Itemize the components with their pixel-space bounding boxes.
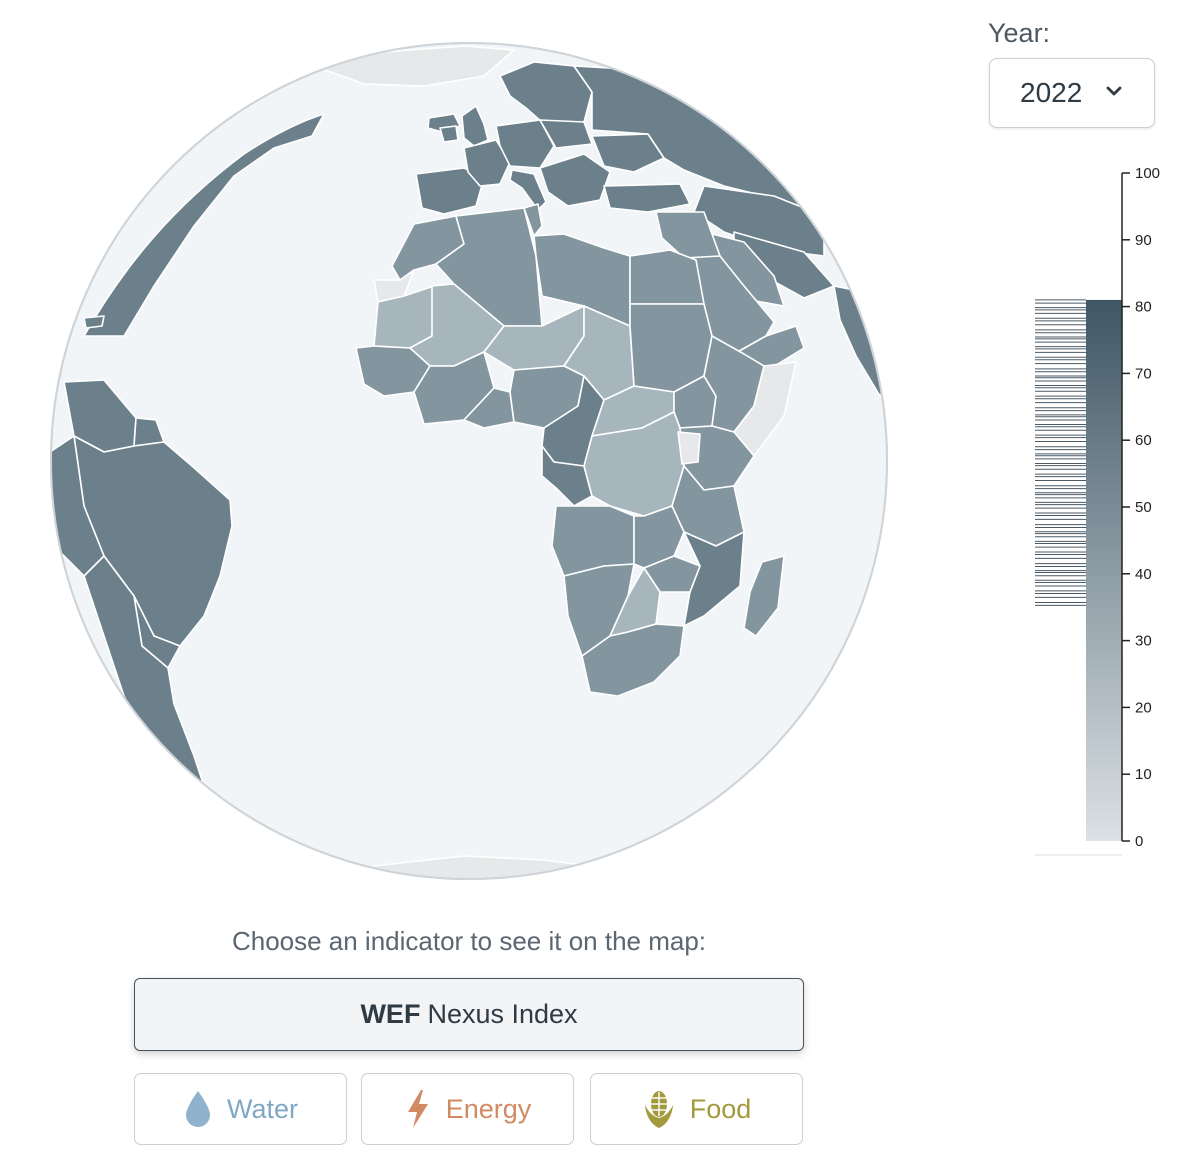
country-balkans[interactable] [539,153,611,207]
country-ukraine[interactable] [591,133,665,173]
country-burkina-ivory-coast[interactable] [413,351,495,425]
water-drop-icon [185,1091,210,1127]
country-france[interactable] [463,139,511,187]
country-turkey[interactable] [603,183,691,213]
country-egypt[interactable] [629,249,705,305]
country-uganda[interactable] [677,431,701,465]
legend-tick-label: 90 [1135,232,1152,249]
legend-distribution [1035,299,1086,606]
country-iraq-syria[interactable] [655,211,721,259]
legend-tick-label: 10 [1135,766,1152,783]
water-button[interactable]: Water [134,1073,347,1145]
indicator-prompt: Choose an indicator to see it on the map… [231,926,707,956]
legend-tick-label: 70 [1135,365,1152,382]
legend-tick-label: 30 [1135,633,1152,650]
country-ireland[interactable] [439,125,459,143]
globe-map[interactable] [44,36,894,886]
year-value: 2022 [1020,77,1083,108]
energy-button[interactable]: Energy [361,1073,574,1145]
legend-tick-label: 80 [1135,299,1152,316]
food-button[interactable]: Food [590,1073,803,1145]
country-spain-portugal[interactable] [415,167,485,215]
lightning-icon [407,1090,428,1128]
country-madagascar[interactable] [743,555,785,637]
legend-tick-label: 20 [1135,699,1152,716]
nexus-index-label: Nexus Index [427,999,578,1029]
energy-label: Energy [445,1093,532,1124]
country-western-sahara[interactable] [373,269,415,303]
country-tunisia[interactable] [523,203,543,237]
country-cuba[interactable] [83,315,105,329]
country-united-kingdom[interactable] [461,105,489,147]
legend-tick-label: 100 [1135,165,1160,182]
year-label: Year: [988,18,1051,48]
wef-label: WEF [360,999,421,1029]
year-select[interactable]: 2022 [989,58,1155,128]
legend-tick-label: 60 [1135,432,1152,449]
country-zambia[interactable] [633,505,685,569]
legend-gradient-bar [1086,299,1122,841]
country-gabon-congo[interactable] [541,445,593,507]
chevron-down-icon [1106,86,1122,96]
country-poland[interactable] [539,119,593,149]
wef-nexus-index-button[interactable]: WEF Nexus Index [134,978,804,1051]
corn-icon [644,1091,673,1128]
legend-tick-label: 40 [1135,566,1152,583]
region-north-america[interactable] [83,113,325,337]
legend-tick-label: 0 [1135,833,1143,850]
country-south-africa[interactable] [581,623,685,697]
food-label: Food [689,1093,752,1124]
water-label: Water [226,1093,298,1124]
legend-tick-label: 50 [1135,499,1152,516]
